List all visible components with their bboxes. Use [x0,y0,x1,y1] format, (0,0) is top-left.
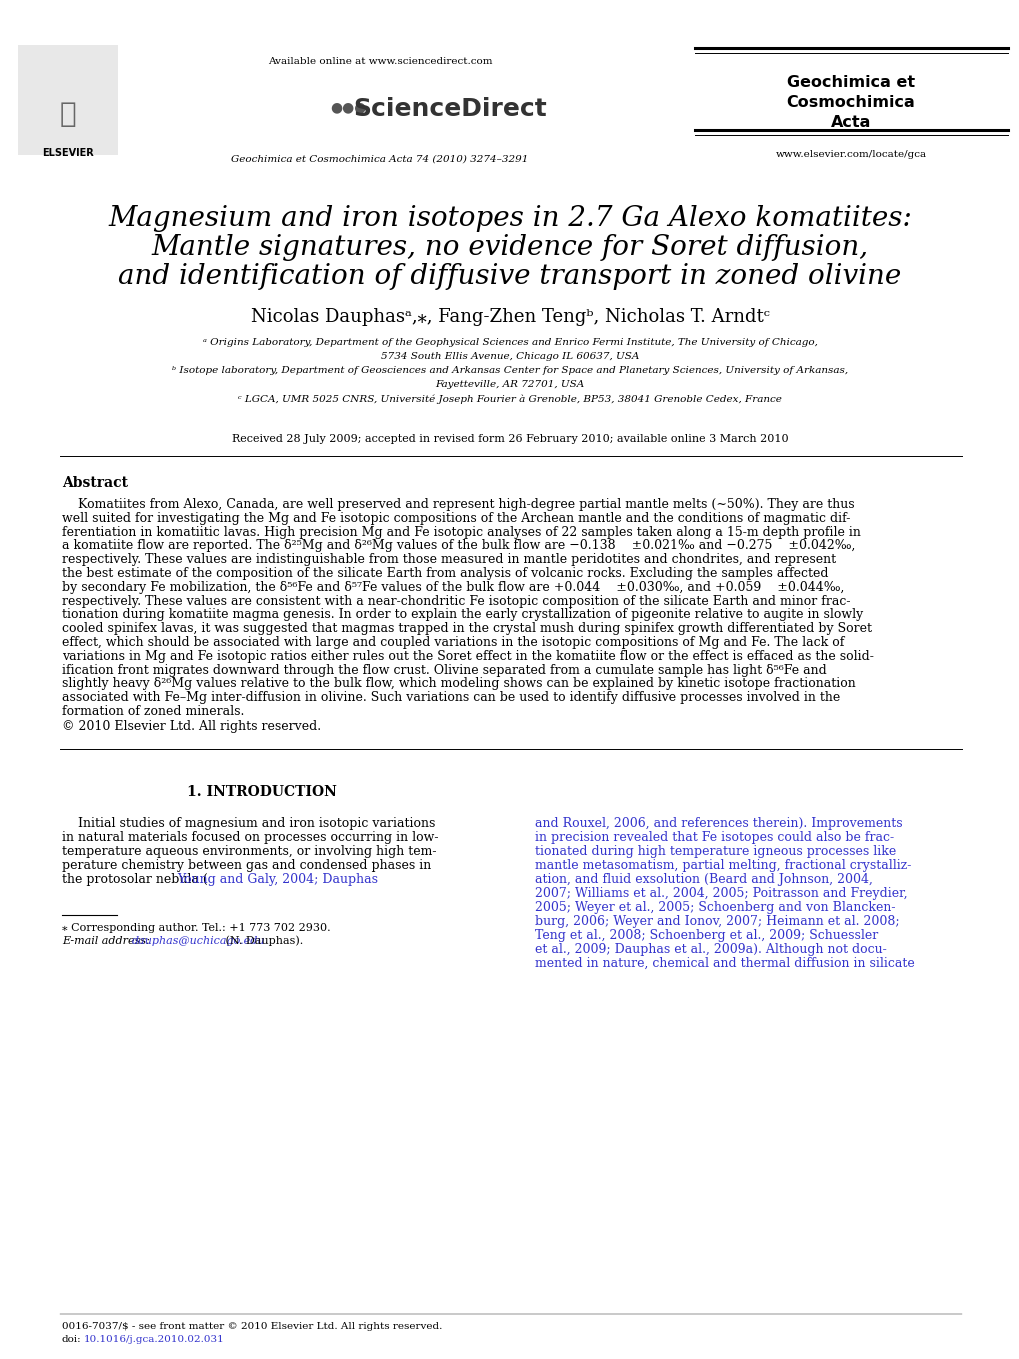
Text: dauphas@uchicago.edu: dauphas@uchicago.edu [131,936,265,946]
Text: ScienceDirect: ScienceDirect [353,96,546,121]
Text: Geochimica et Cosmochimica Acta 74 (2010) 3274–3291: Geochimica et Cosmochimica Acta 74 (2010… [231,155,528,164]
Text: tionation during komatiite magma genesis. In order to explain the early crystall: tionation during komatiite magma genesis… [62,609,862,621]
Text: 2005; Weyer et al., 2005; Schoenberg and von Blancken-: 2005; Weyer et al., 2005; Schoenberg and… [535,901,895,913]
Text: E-mail address:: E-mail address: [62,936,153,946]
Text: associated with Fe–Mg inter-diffusion in olivine. Such variations can be used to: associated with Fe–Mg inter-diffusion in… [62,692,840,704]
Text: 🌲: 🌲 [60,101,76,128]
Text: a komatiite flow are reported. The δ²⁵Mg and δ²⁶Mg values of the bulk flow are −: a komatiite flow are reported. The δ²⁵Mg… [62,540,855,552]
Text: mantle metasomatism, partial melting, fractional crystalliz-: mantle metasomatism, partial melting, fr… [535,859,911,872]
Text: © 2010 Elsevier Ltd. All rights reserved.: © 2010 Elsevier Ltd. All rights reserved… [62,720,321,733]
Text: and Rouxel, 2006, and references therein). Improvements: and Rouxel, 2006, and references therein… [535,817,902,830]
Text: Magnesium and iron isotopes in 2.7 Ga Alexo komatiites:: Magnesium and iron isotopes in 2.7 Ga Al… [108,205,911,232]
Text: by secondary Fe mobilization, the δ⁵⁶Fe and δ⁵⁷Fe values of the bulk flow are +0: by secondary Fe mobilization, the δ⁵⁶Fe … [62,580,844,594]
Text: temperature aqueous environments, or involving high tem-: temperature aqueous environments, or inv… [62,845,436,858]
Text: mented in nature, chemical and thermal diffusion in silicate: mented in nature, chemical and thermal d… [535,957,914,970]
Bar [18,45,118,155]
Text: burg, 2006; Weyer and Ionov, 2007; Heimann et al. 2008;: burg, 2006; Weyer and Ionov, 2007; Heima… [535,915,899,928]
Text: 0016-7037/$ - see front matter © 2010 Elsevier Ltd. All rights reserved.: 0016-7037/$ - see front matter © 2010 El… [62,1322,442,1330]
Text: ᶜ LGCA, UMR 5025 CNRS, Université Joseph Fourier à Grenoble, BP53, 38041 Grenobl: ᶜ LGCA, UMR 5025 CNRS, Université Joseph… [237,394,782,404]
Text: 10.1016/j.gca.2010.02.031: 10.1016/j.gca.2010.02.031 [84,1335,224,1344]
Text: et al., 2009; Dauphas et al., 2009a). Although not docu-: et al., 2009; Dauphas et al., 2009a). Al… [535,943,886,955]
Text: ferentiation in komatiitic lavas. High precision Mg and Fe isotopic analyses of : ferentiation in komatiitic lavas. High p… [62,526,860,538]
Text: well suited for investigating the Mg and Fe isotopic compositions of the Archean: well suited for investigating the Mg and… [62,512,850,525]
Text: respectively. These values are indistinguishable from those measured in mantle p: respectively. These values are indisting… [62,553,836,567]
Text: Cosmochimica: Cosmochimica [786,95,914,110]
Text: doi:: doi: [62,1335,82,1344]
Text: Fayetteville, AR 72701, USA: Fayetteville, AR 72701, USA [435,381,584,389]
Text: in precision revealed that Fe isotopes could also be frac-: in precision revealed that Fe isotopes c… [535,830,894,844]
Text: ᵇ Isotope laboratory, Department of Geosciences and Arkansas Center for Space an: ᵇ Isotope laboratory, Department of Geos… [172,366,847,375]
Text: Received 28 July 2009; accepted in revised form 26 February 2010; available onli: Received 28 July 2009; accepted in revis… [231,434,788,444]
Text: Geochimica et: Geochimica et [787,75,914,90]
Text: 2007; Williams et al., 2004, 2005; Poitrasson and Freydier,: 2007; Williams et al., 2004, 2005; Poitr… [535,887,907,900]
Text: variations in Mg and Fe isotopic ratios either rules out the Soret effect in the: variations in Mg and Fe isotopic ratios … [62,650,873,663]
Text: Initial studies of magnesium and iron isotopic variations: Initial studies of magnesium and iron is… [62,817,435,830]
Text: Available online at www.sciencedirect.com: Available online at www.sciencedirect.co… [267,57,492,67]
Text: perature chemistry between gas and condensed phases in: perature chemistry between gas and conde… [62,859,431,872]
Text: 1. INTRODUCTION: 1. INTRODUCTION [186,784,336,799]
Text: (N. Dauphas).: (N. Dauphas). [222,936,303,946]
Text: Komatiites from Alexo, Canada, are well preserved and represent high-degree part: Komatiites from Alexo, Canada, are well … [62,497,854,511]
Text: Abstract: Abstract [62,476,127,491]
Text: formation of zoned minerals.: formation of zoned minerals. [62,705,245,718]
Text: ᵃ Origins Laboratory, Department of the Geophysical Sciences and Enrico Fermi In: ᵃ Origins Laboratory, Department of the … [203,338,816,347]
Text: ELSEVIER: ELSEVIER [42,148,94,158]
Text: in natural materials focused on processes occurring in low-: in natural materials focused on processe… [62,830,438,844]
Text: 5734 South Ellis Avenue, Chicago IL 60637, USA: 5734 South Ellis Avenue, Chicago IL 6063… [380,352,639,361]
Text: slightly heavy δ²⁶Mg values relative to the bulk flow, which modeling shows can : slightly heavy δ²⁶Mg values relative to … [62,677,855,690]
Text: the best estimate of the composition of the silicate Earth from analysis of volc: the best estimate of the composition of … [62,567,827,580]
Text: ification front migrates downward through the flow crust. Olivine separated from: ification front migrates downward throug… [62,663,826,677]
Text: Teng et al., 2008; Schoenberg et al., 2009; Schuessler: Teng et al., 2008; Schoenberg et al., 20… [535,928,877,942]
Text: respectively. These values are consistent with a near-chondritic Fe isotopic com: respectively. These values are consisten… [62,595,850,607]
Text: effect, which should be associated with large and coupled variations in the isot: effect, which should be associated with … [62,636,844,650]
Text: tionated during high temperature igneous processes like: tionated during high temperature igneous… [535,845,896,858]
Text: www.elsevier.com/locate/gca: www.elsevier.com/locate/gca [774,149,925,159]
Text: Mantle signatures, no evidence for Soret diffusion,: Mantle signatures, no evidence for Soret… [151,234,868,261]
Text: the protosolar nebula (: the protosolar nebula ( [62,872,208,886]
Text: cooled spinifex lavas, it was suggested that magmas trapped in the crystal mush : cooled spinifex lavas, it was suggested … [62,622,871,635]
Text: ⁎ Corresponding author. Tel.: +1 773 702 2930.: ⁎ Corresponding author. Tel.: +1 773 702… [62,923,330,932]
Text: Acta: Acta [830,116,870,130]
Text: ●●●: ●●● [330,101,366,114]
Text: Nicolas Dauphasᵃ,⁎, Fang-Zhen Tengᵇ, Nicholas T. Arndtᶜ: Nicolas Dauphasᵃ,⁎, Fang-Zhen Tengᵇ, Nic… [251,308,768,326]
Text: Young and Galy, 2004; Dauphas: Young and Galy, 2004; Dauphas [177,872,378,886]
Text: ation, and fluid exsolution (Beard and Johnson, 2004,: ation, and fluid exsolution (Beard and J… [535,872,872,886]
Text: and identification of diffusive transport in zoned olivine: and identification of diffusive transpor… [118,264,901,289]
